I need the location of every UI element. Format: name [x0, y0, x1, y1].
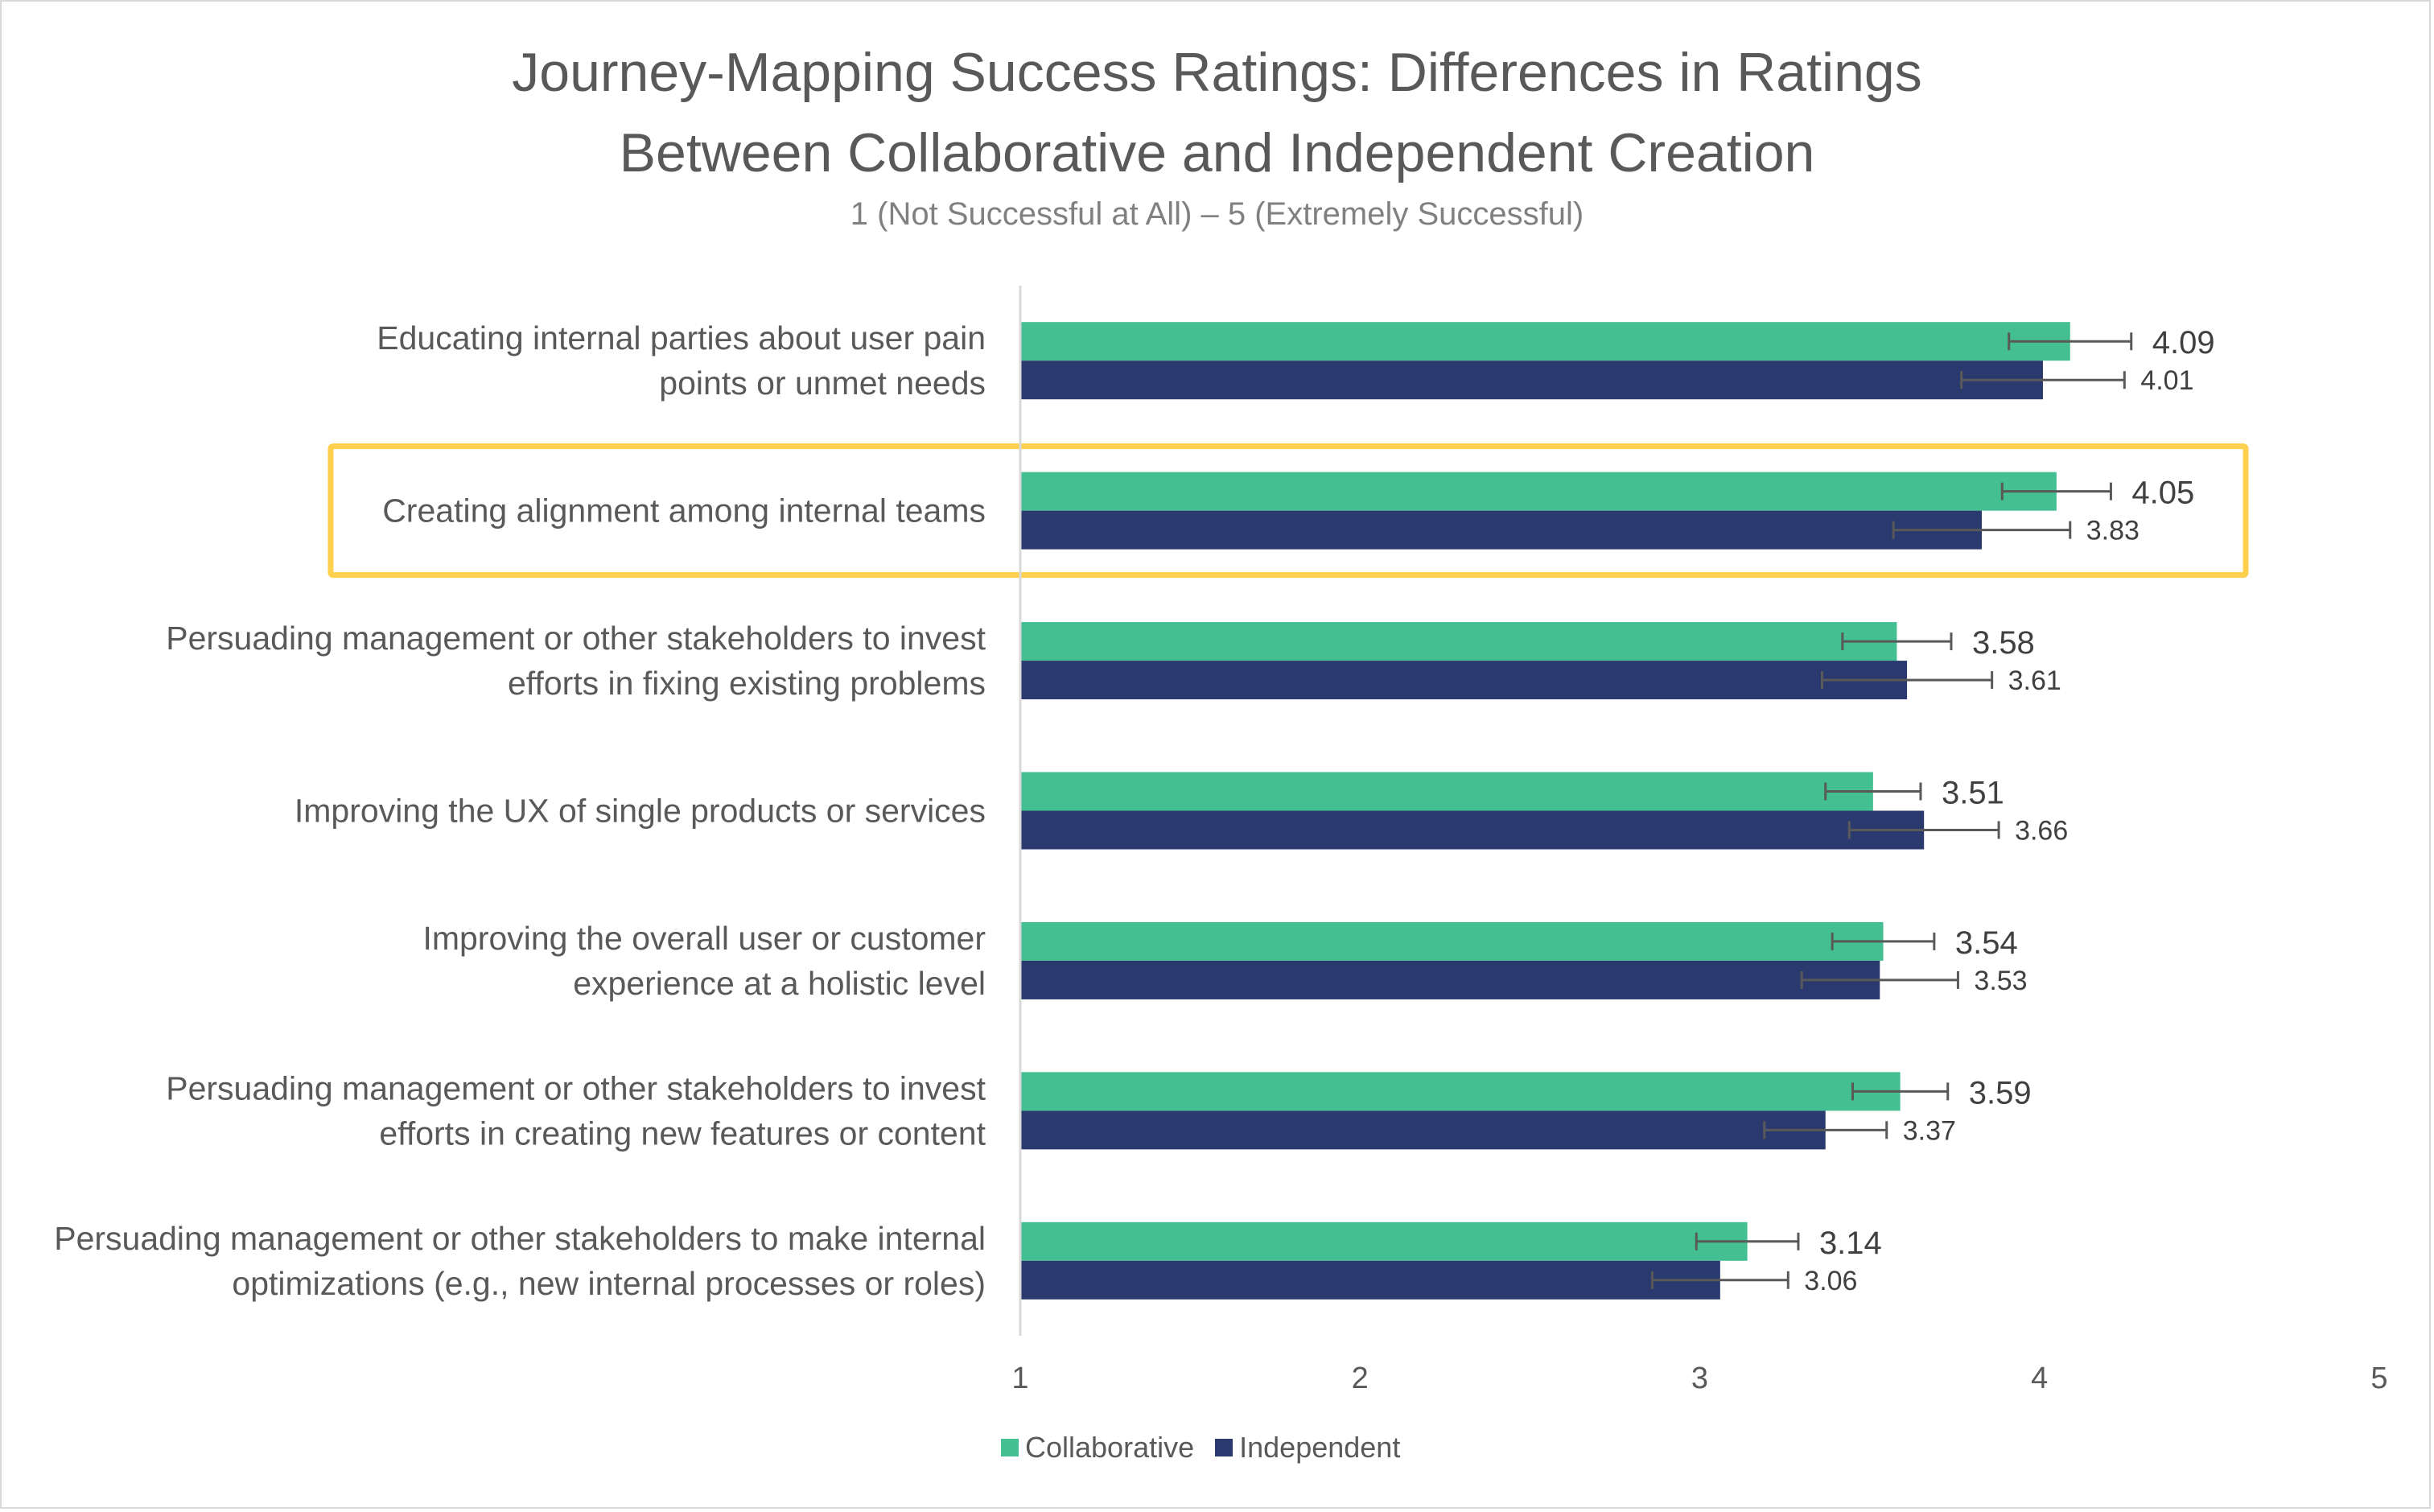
legend-item-collaborative: Collaborative	[1001, 1431, 1194, 1465]
legend-label-collaborative: Collaborative	[1025, 1431, 1195, 1464]
x-tick-label: 1	[1011, 1362, 1028, 1395]
data-label-collaborative: 3.51	[1942, 776, 2004, 811]
bar-independent	[1020, 510, 1982, 550]
bar-collaborative	[1020, 1072, 1901, 1111]
data-label-independent: 3.61	[2008, 665, 2061, 696]
category-label: optimizations (e.g., new internal proces…	[232, 1265, 986, 1302]
data-label-collaborative: 4.09	[2152, 325, 2215, 360]
data-label-independent: 3.06	[1804, 1266, 1857, 1296]
category-label: experience at a holistic level	[573, 965, 986, 1002]
bar-independent	[1020, 1110, 1826, 1150]
data-label-collaborative: 3.54	[1955, 925, 2018, 961]
bar-independent	[1020, 661, 1908, 700]
chart-title-line-2: Between Collaborative and Independent Cr…	[619, 122, 1815, 183]
x-tick-label: 5	[2370, 1362, 2387, 1395]
category-label: Improving the overall user or customer	[422, 920, 986, 957]
category-label: Persuading management or other stakehold…	[166, 620, 986, 657]
category-label: Educating internal parties about user pa…	[377, 319, 986, 356]
data-label-independent: 3.53	[1974, 966, 2027, 996]
data-label-independent: 3.66	[2015, 816, 2068, 847]
category-label: Persuading management or other stakehold…	[54, 1220, 986, 1257]
category-label: efforts in fixing existing problems	[508, 665, 986, 702]
legend-swatch-collaborative	[1001, 1439, 1019, 1456]
data-label-independent: 4.01	[2140, 365, 2193, 396]
bar-collaborative	[1020, 772, 1873, 811]
x-tick-label: 3	[1691, 1362, 1708, 1395]
bar-collaborative	[1020, 1222, 1748, 1261]
category-label: efforts in creating new features or cont…	[379, 1114, 986, 1152]
bar-independent	[1020, 360, 2043, 400]
legend-swatch-independent	[1215, 1439, 1233, 1456]
chart-title-line-1: Journey-Mapping Success Ratings: Differe…	[512, 42, 1922, 103]
category-label: Creating alignment among internal teams	[382, 492, 986, 529]
bar-independent	[1020, 810, 1925, 850]
bar-collaborative	[1020, 921, 1884, 961]
bar-collaborative	[1020, 472, 2057, 511]
data-label-collaborative: 4.05	[2131, 476, 2194, 511]
bar-collaborative	[1020, 622, 1897, 661]
category-label: Improving the UX of single products or s…	[294, 793, 986, 830]
legend: Collaborative Independent	[1001, 1431, 1400, 1465]
bar-independent	[1020, 1260, 1720, 1300]
x-tick-label: 2	[1352, 1362, 1369, 1395]
highlight-box	[327, 443, 2249, 579]
bar-collaborative	[1020, 322, 2070, 361]
x-tick-label: 4	[2031, 1362, 2048, 1395]
data-label-collaborative: 3.58	[1972, 625, 2035, 661]
data-label-collaborative: 3.14	[1819, 1226, 1882, 1261]
legend-label-independent: Independent	[1239, 1431, 1401, 1464]
bar-independent	[1020, 960, 1880, 999]
data-label-independent: 3.83	[2086, 516, 2140, 546]
category-label: points or unmet needs	[659, 365, 986, 402]
data-label-collaborative: 3.59	[1969, 1075, 2032, 1110]
category-label: Persuading management or other stakehold…	[166, 1069, 986, 1106]
data-label-independent: 3.37	[1903, 1115, 1956, 1146]
legend-item-independent: Independent	[1215, 1431, 1400, 1465]
chart-subtitle: 1 (Not Successful at All) – 5 (Extremely…	[850, 196, 1584, 232]
